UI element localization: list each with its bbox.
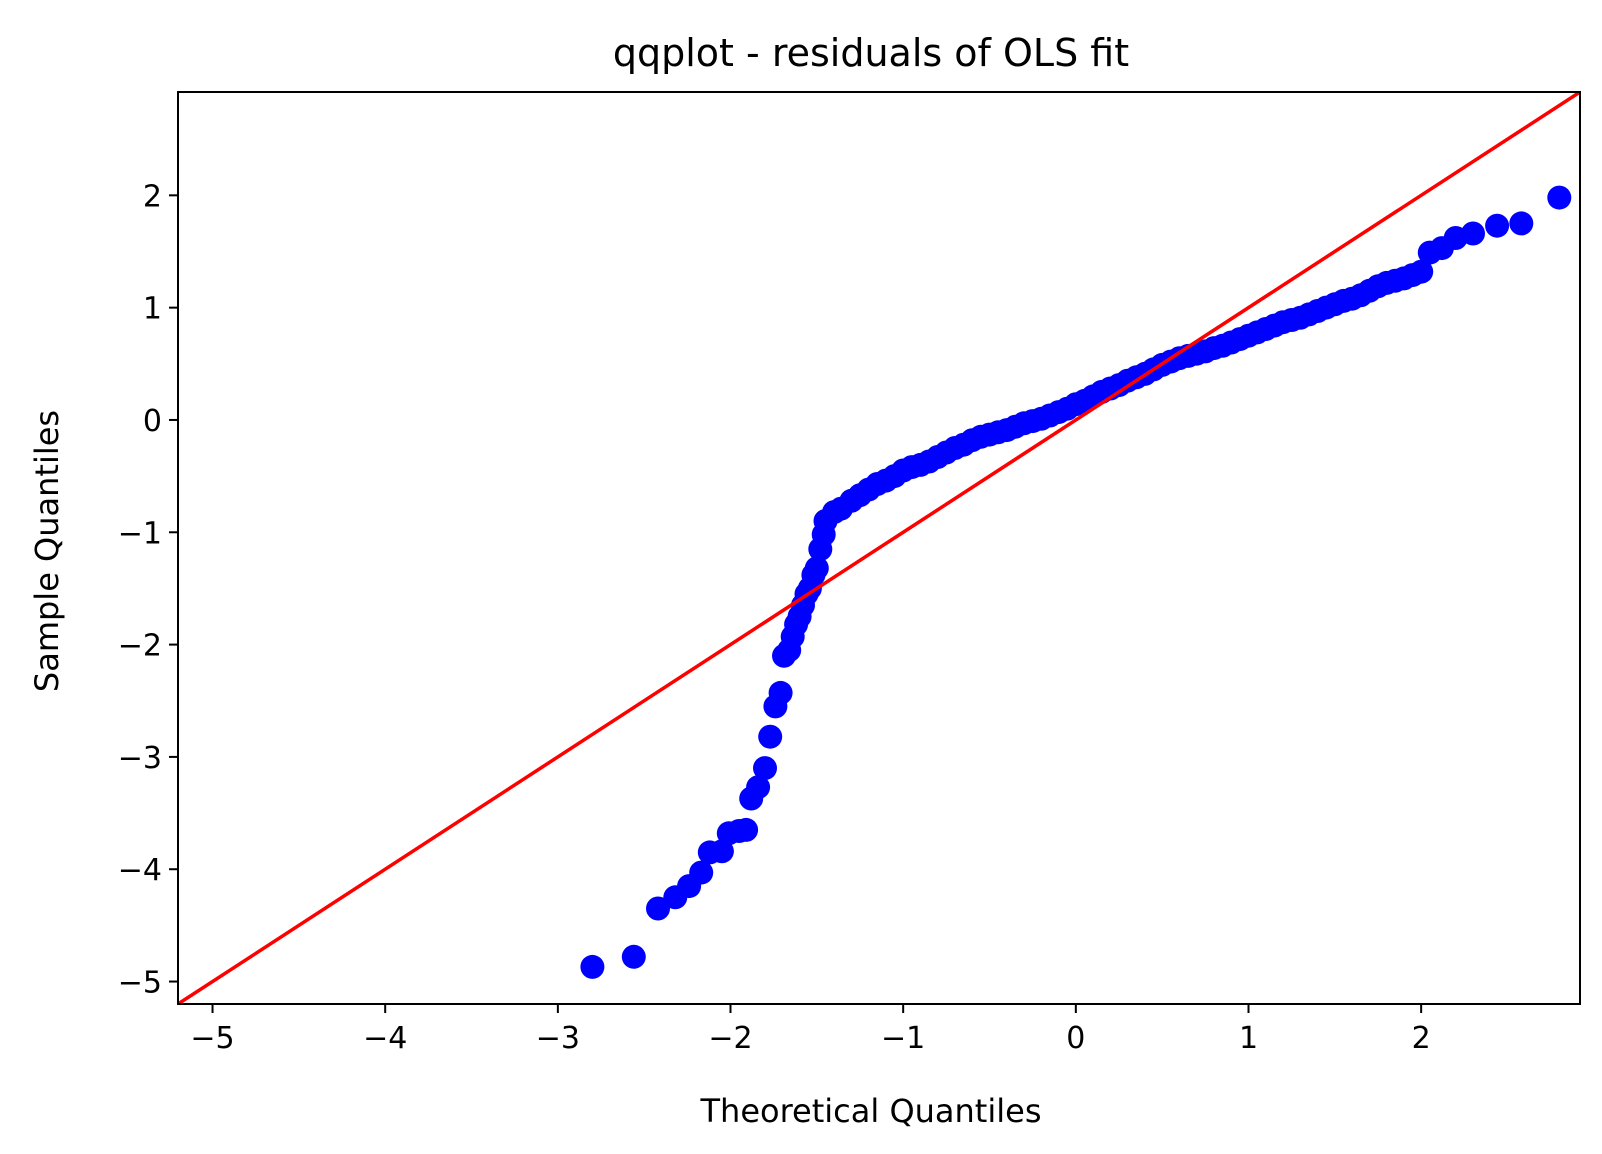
data-point bbox=[804, 556, 829, 581]
data-point bbox=[734, 817, 759, 842]
x-axis-label: Theoretical Quantiles bbox=[700, 1092, 1042, 1130]
y-tick-label: −5 bbox=[118, 966, 162, 1001]
y-tick-label: 2 bbox=[143, 179, 162, 214]
data-point bbox=[580, 954, 605, 979]
data-point bbox=[768, 680, 793, 705]
data-point bbox=[1485, 213, 1510, 238]
x-tick-label: −1 bbox=[881, 1021, 925, 1056]
data-point bbox=[753, 756, 777, 781]
data-point bbox=[709, 839, 734, 864]
x-tick-label: 2 bbox=[1412, 1021, 1431, 1056]
x-tick-label: 1 bbox=[1239, 1021, 1258, 1056]
y-tick-label: −4 bbox=[118, 853, 162, 888]
data-point bbox=[746, 775, 771, 800]
data-point bbox=[621, 944, 646, 969]
x-tick-label: −5 bbox=[190, 1021, 234, 1056]
plot-frame bbox=[177, 91, 1581, 1005]
y-axis-label: Sample Quantiles bbox=[28, 410, 66, 692]
data-point bbox=[1547, 185, 1572, 210]
chart-title: qqplot - residuals of OLS fit bbox=[613, 31, 1129, 75]
data-point bbox=[646, 896, 670, 921]
data-point bbox=[1509, 211, 1534, 236]
plot-area bbox=[177, 91, 1581, 1005]
y-tick-label: −3 bbox=[118, 741, 162, 776]
data-point bbox=[689, 860, 714, 885]
x-tick-label: −4 bbox=[363, 1021, 407, 1056]
data-points bbox=[580, 185, 1572, 979]
x-tick-label: −2 bbox=[708, 1021, 752, 1056]
y-axis: −5 −4 −3 −2 −1 0 1 2 bbox=[118, 179, 178, 1001]
x-axis: −5 −4 −3 −2 −1 0 1 2 bbox=[190, 1004, 1431, 1056]
reference-line bbox=[178, 92, 1580, 1004]
data-point bbox=[758, 724, 783, 749]
y-tick-label: −2 bbox=[118, 629, 162, 664]
x-tick-label: 0 bbox=[1066, 1021, 1085, 1056]
data-point bbox=[1409, 259, 1434, 284]
x-tick-label: −3 bbox=[536, 1021, 580, 1056]
y-tick-label: 1 bbox=[143, 292, 162, 327]
data-point bbox=[1461, 221, 1485, 246]
y-tick-label: −1 bbox=[118, 516, 162, 551]
y-tick-label: 0 bbox=[143, 404, 162, 439]
